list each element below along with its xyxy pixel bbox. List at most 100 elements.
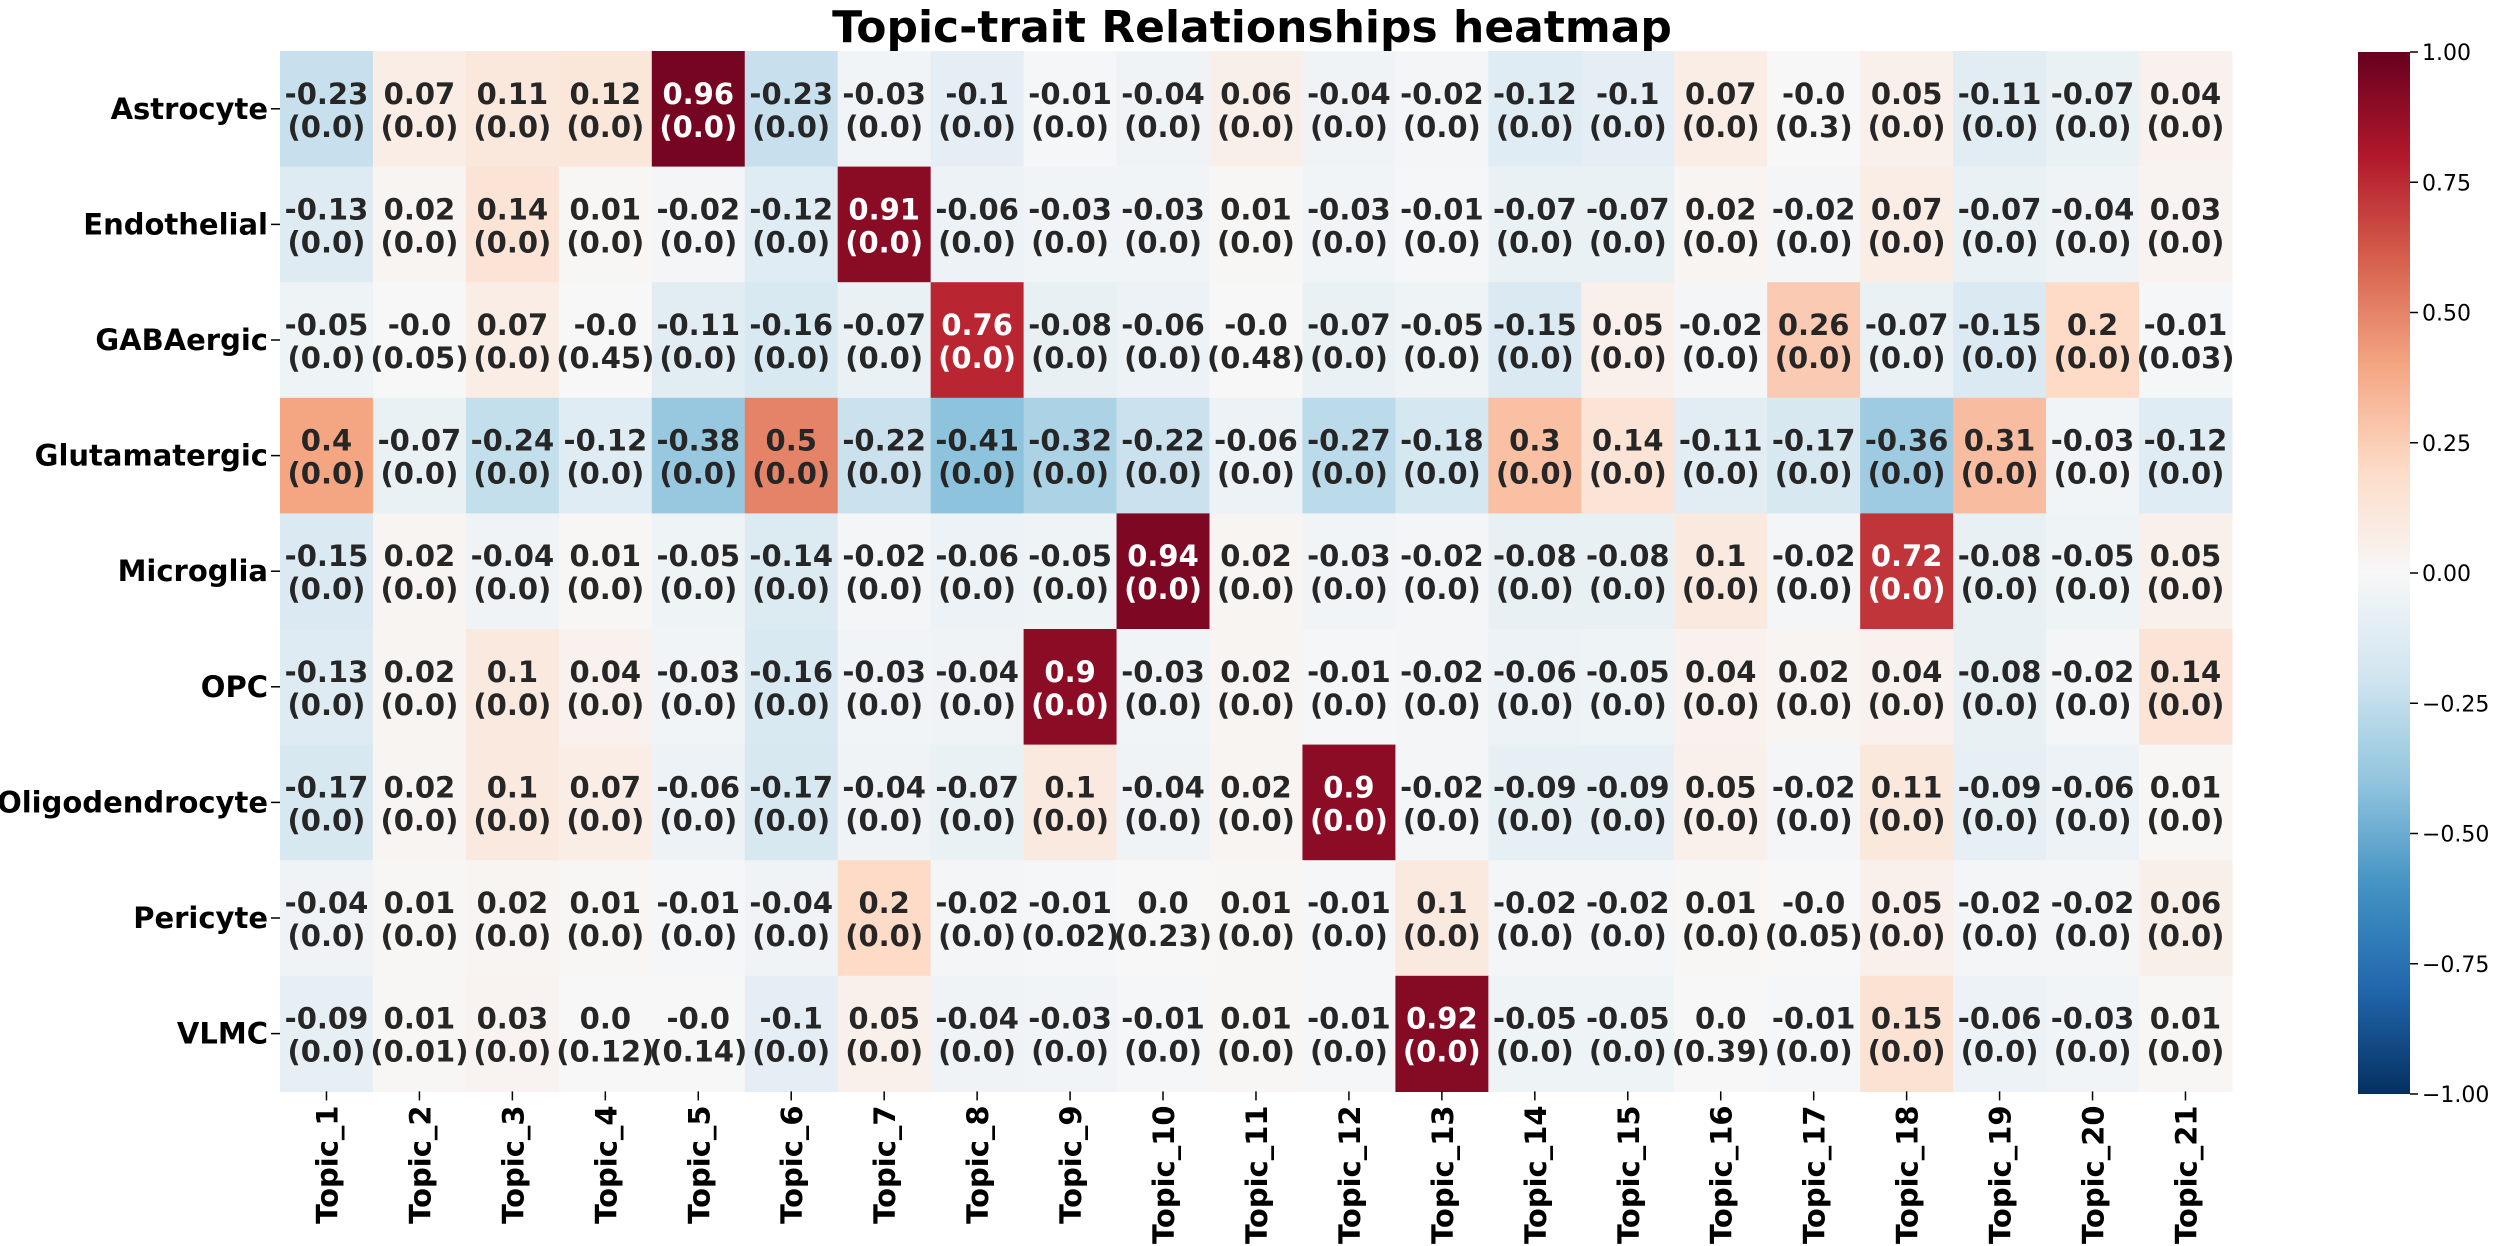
heatmap-cell <box>1209 629 1304 746</box>
heatmap-cell <box>1209 744 1304 861</box>
cell-pvalue-label: (0.0) <box>1775 688 1853 722</box>
cell-pvalue-label: (0.0) <box>1403 688 1481 722</box>
heatmap-cell <box>1116 166 1211 283</box>
heatmap-cell <box>1488 166 1582 283</box>
cell-value-label: 0.01 <box>1685 886 1757 920</box>
cell-value-label: -0.04 <box>471 539 555 573</box>
cell-pvalue-label: (0.12) <box>556 1035 654 1069</box>
cell-pvalue-label: (0.0) <box>659 803 737 837</box>
cell-pvalue-label: (0.0) <box>1031 110 1109 144</box>
cell-pvalue-label: (0.0) <box>1589 457 1667 491</box>
cell-value-label: -0.06 <box>935 539 1019 573</box>
cell-pvalue-label: (0.0) <box>473 919 551 953</box>
heatmap-cell <box>930 282 1025 399</box>
cell-value-label: -0.03 <box>842 77 926 111</box>
cell-pvalue-label: (0.39) <box>1672 1035 1770 1069</box>
cell-value-label: -0.07 <box>935 770 1019 804</box>
cell-value-label: 0.04 <box>570 655 642 689</box>
cell-pvalue-label: (0.0) <box>2054 457 2132 491</box>
cell-pvalue-label: (0.0) <box>1961 341 2039 375</box>
cell-value-label: 0.91 <box>848 192 920 226</box>
cell-value-label: -0.02 <box>1400 770 1484 804</box>
cell-value-label: 0.0 <box>1137 886 1188 920</box>
heatmap-cell <box>1581 513 1675 630</box>
cell-pvalue-label: (0.01) <box>370 1035 468 1069</box>
cell-pvalue-label: (0.0) <box>2054 572 2132 606</box>
heatmap-cell <box>930 513 1025 630</box>
cell-value-label: 0.01 <box>2150 770 2222 804</box>
cell-value-label: 0.02 <box>477 886 549 920</box>
cell-value-label: 0.96 <box>662 77 734 111</box>
cell-pvalue-label: (0.0) <box>2054 1035 2132 1069</box>
row-label: Microglia <box>118 554 268 588</box>
cell-pvalue-label: (0.0) <box>473 110 551 144</box>
cell-value-label: -0.05 <box>656 539 740 573</box>
cell-value-label: -0.02 <box>842 539 926 573</box>
heatmap-cell <box>1023 860 1118 977</box>
cell-pvalue-label: (0.0) <box>938 457 1016 491</box>
heatmap-cell <box>280 744 374 861</box>
cell-value-label: -0.01 <box>656 886 740 920</box>
cell-pvalue-label: (0.0) <box>1310 341 1388 375</box>
cell-value-label: -0.04 <box>935 655 1019 689</box>
cell-value-label: 0.02 <box>1220 539 1292 573</box>
heatmap-cell <box>651 282 746 399</box>
cell-pvalue-label: (0.0) <box>1217 919 1295 953</box>
heatmap-cell <box>1581 51 1675 168</box>
cell-value-label: -0.05 <box>1028 539 1112 573</box>
cell-value-label: 0.01 <box>1220 192 1292 226</box>
heatmap-cell <box>465 744 560 861</box>
row-labels: Astrocyte Endothelial GABAergic Glutamaterg… <box>0 92 280 1051</box>
heatmap-cell <box>1116 744 1211 861</box>
heatmap-cell <box>930 629 1025 746</box>
heatmap-cell <box>558 51 653 168</box>
heatmap-cell <box>1116 975 1211 1092</box>
heatmap-cell <box>837 860 932 977</box>
cell-pvalue-label: (0.0) <box>1589 688 1667 722</box>
heatmap-cell <box>1488 744 1582 861</box>
heatmap-cell <box>1581 166 1675 283</box>
heatmap-cell <box>1395 166 1489 283</box>
heatmap-cell <box>1023 513 1118 630</box>
cell-value-label: -0.01 <box>1307 886 1391 920</box>
cell-value-label: -0.03 <box>1307 539 1391 573</box>
cell-value-label: 0.07 <box>570 770 642 804</box>
cell-pvalue-label: (0.0) <box>566 572 644 606</box>
cell-value-label: 0.07 <box>1685 77 1757 111</box>
cell-pvalue-label: (0.0) <box>1682 457 1760 491</box>
cell-pvalue-label: (0.0) <box>2147 919 2225 953</box>
row-label: Pericyte <box>133 901 268 935</box>
cell-value-label: -0.02 <box>1958 886 2042 920</box>
cell-value-label: 0.0 <box>580 1002 631 1036</box>
heatmap-cell <box>280 975 374 1092</box>
cell-pvalue-label: (0.0) <box>1310 225 1388 259</box>
cell-pvalue-label: (0.23) <box>1114 919 1212 953</box>
cell-value-label: -0.14 <box>749 539 833 573</box>
cell-value-label: -0.03 <box>1121 192 1205 226</box>
cell-value-label: 0.76 <box>941 308 1013 342</box>
cell-value-label: 0.05 <box>848 1002 920 1036</box>
heatmap-cell <box>744 282 839 399</box>
cell-pvalue-label: (0.0) <box>2054 688 2132 722</box>
heatmap-cell <box>744 744 839 861</box>
cell-value-label: -0.09 <box>1586 770 1670 804</box>
colorbar-gradient <box>2358 52 2410 1094</box>
heatmap-cell <box>744 860 839 977</box>
cell-pvalue-label: (0.0) <box>1868 1035 1946 1069</box>
heatmap-cell <box>1488 51 1582 168</box>
cell-pvalue-label: (0.0) <box>1496 110 1574 144</box>
cell-pvalue-label: (0.0) <box>473 572 551 606</box>
cell-pvalue-label: (0.05) <box>1765 919 1863 953</box>
cell-value-label: -0.07 <box>1865 308 1949 342</box>
cell-pvalue-label: (0.0) <box>1217 572 1295 606</box>
cell-pvalue-label: (0.0) <box>380 803 458 837</box>
cell-value-label: -0.13 <box>285 655 369 689</box>
heatmap-cell <box>558 744 653 861</box>
cell-pvalue-label: (0.0) <box>1496 919 1574 953</box>
heatmap-cell <box>1302 282 1396 399</box>
heatmap-cell <box>1674 397 1768 514</box>
cell-value-label: 0.0 <box>1695 1002 1746 1036</box>
heatmap-cell <box>1023 166 1118 283</box>
cell-value-label: -0.22 <box>1121 424 1205 458</box>
cell-pvalue-label: (0.0) <box>1775 225 1853 259</box>
